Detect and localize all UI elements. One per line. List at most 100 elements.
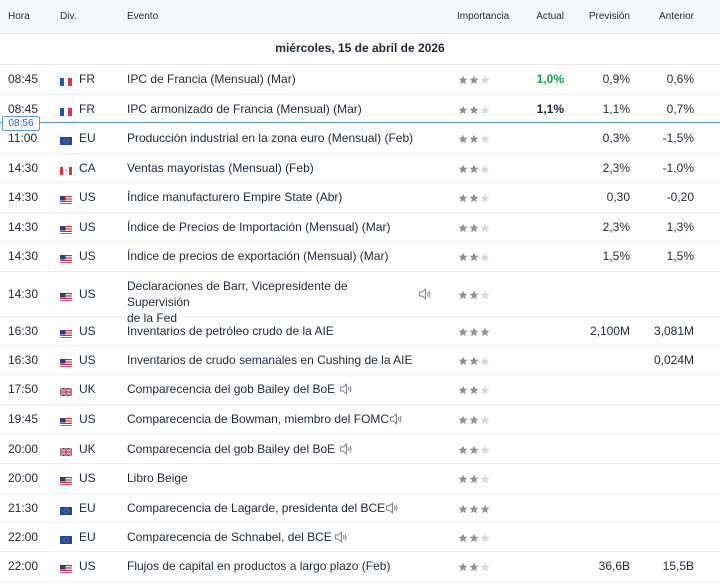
event-time: 20:00 (8, 442, 39, 456)
event-name[interactable]: Inventarios de crudo semanales en Cushin… (127, 353, 413, 367)
event-name[interactable]: Índice manufacturero Empire State (Abr) (127, 190, 343, 204)
star-filled-icon (469, 251, 479, 262)
header-currency[interactable]: Div. (60, 11, 77, 22)
event-row[interactable]: 20:00 UK Comparecencia del gob Bailey del … (0, 434, 720, 464)
event-name[interactable]: Comparecencia de Bowman, miembro del FOM… (127, 412, 390, 426)
event-name[interactable]: IPC armonizado de Francia (Mensual) (Mar… (127, 102, 362, 116)
current-time-badge: 08:56 (2, 116, 40, 131)
event-row[interactable]: 20:00 US Libro Beige (0, 463, 720, 494)
event-row[interactable]: 14:30 CA Ventas mayoristas (Mensual) (Feb)… (0, 153, 720, 183)
star-empty-icon (480, 289, 490, 300)
star-filled-icon (469, 444, 479, 455)
france-flag-icon (60, 105, 72, 116)
event-currency: US (79, 249, 96, 263)
us-flag-icon (60, 356, 72, 367)
header-forecast[interactable]: Previsión (588, 11, 630, 22)
event-row[interactable]: 19:45 US Comparecencia de Bowman, miembro … (0, 404, 720, 435)
event-row[interactable]: 22:00 EU Comparecencia de Schnabel, del BC… (0, 522, 720, 552)
event-currency: UK (79, 382, 96, 396)
star-empty-icon (480, 532, 490, 543)
event-row[interactable]: 14:30 US Índice de Precios de Importación … (0, 212, 720, 242)
event-currency: US (79, 412, 96, 426)
us-flag-icon (60, 223, 72, 234)
event-currency: CA (79, 161, 96, 175)
header-importance[interactable]: Importancia (457, 11, 510, 22)
importance-stars (458, 473, 490, 484)
importance-stars (458, 74, 490, 85)
event-name[interactable]: Comparecencia del gob Bailey del BoE (127, 442, 336, 456)
event-row[interactable]: 17:50 UK Comparecencia del gob Bailey del … (0, 374, 720, 405)
event-name[interactable]: Comparecencia de Lagarde, presidenta del… (127, 501, 386, 515)
event-row[interactable]: 16:30 US Inventarios de petróleo crudo de … (0, 316, 720, 346)
star-filled-icon (458, 532, 468, 543)
event-previous: 0,024M (653, 353, 694, 367)
event-time: 14:30 (8, 161, 39, 175)
event-previous: -0,20 (666, 190, 694, 204)
star-filled-icon (458, 355, 468, 366)
event-row[interactable]: 14:30 US Declaraciones de Barr, Vicepresid… (0, 271, 720, 325)
event-row[interactable]: 11:00 EU Producción industrial en la zona … (0, 123, 720, 154)
event-time: 14:30 (8, 220, 39, 234)
importance-stars (458, 133, 490, 144)
header-previous[interactable]: Anterior (658, 11, 694, 22)
star-filled-icon (469, 289, 479, 300)
event-currency: US (79, 190, 96, 204)
event-previous: 1,5% (666, 249, 694, 263)
star-filled-icon (458, 503, 468, 514)
eu-flag-icon (60, 134, 72, 145)
star-filled-icon (469, 503, 479, 514)
uk-flag-icon (59, 385, 73, 397)
event-name[interactable]: Comparecencia de Schnabel, del BCE (127, 530, 332, 544)
event-time: 11:00 (8, 131, 38, 145)
uk-flag-icon (59, 445, 73, 457)
header-time[interactable]: Hora (8, 11, 30, 22)
star-empty-icon (480, 473, 490, 484)
star-filled-icon (469, 326, 479, 337)
event-name[interactable]: Índice de Precios de Importación (Mensua… (127, 220, 391, 234)
event-currency: EU (79, 131, 96, 145)
us-flag-icon (60, 415, 72, 426)
importance-stars (458, 192, 490, 203)
star-filled-icon (458, 192, 468, 203)
event-name[interactable]: Índice de precios de exportación (Mensua… (127, 249, 389, 263)
event-row[interactable]: 16:30 US Inventarios de crudo semanales en… (0, 345, 720, 375)
importance-stars (458, 222, 490, 233)
event-time: 19:45 (8, 412, 39, 426)
star-filled-icon (469, 414, 479, 425)
event-row[interactable]: 08:45 FR IPC de Francia (Mensual) (Mar) 1,0… (0, 64, 720, 95)
importance-stars (458, 289, 490, 300)
event-row[interactable]: 22:00 US Flujos de capital en productos a … (0, 551, 720, 582)
event-time: 17:50 (8, 382, 39, 396)
event-row[interactable]: 21:30 EU Comparecencia de Lagarde, preside… (0, 493, 720, 523)
event-time: 08:45 (8, 102, 39, 116)
star-empty-icon (480, 74, 490, 85)
date-row: miércoles, 15 de abril de 2026 (0, 33, 720, 65)
event-name[interactable]: Producción industrial en la zona euro (M… (127, 131, 414, 145)
event-name[interactable]: IPC de Francia (Mensual) (Mar) (127, 72, 296, 86)
header-actual[interactable]: Actual (536, 11, 564, 22)
star-empty-icon (480, 222, 490, 233)
event-time: 16:30 (8, 353, 39, 367)
star-empty-icon (480, 444, 490, 455)
event-name[interactable]: Ventas mayoristas (Mensual) (Feb) (127, 161, 314, 175)
event-name[interactable]: Flujos de capital en productos a largo p… (127, 559, 391, 573)
event-currency: EU (79, 501, 96, 515)
event-name[interactable]: Comparecencia del gob Bailey del BoE (127, 382, 336, 396)
speaker-icon (339, 383, 353, 395)
speaker-icon (385, 502, 399, 514)
event-previous: 15,5B (662, 559, 694, 573)
event-row[interactable]: 14:30 US Índice manufacturero Empire State… (0, 182, 720, 213)
importance-stars (458, 444, 490, 455)
event-row[interactable]: 08:45 FR IPC armonizado de Francia (Mensua… (0, 94, 720, 124)
event-time: 22:00 (8, 530, 39, 544)
event-name[interactable]: Declaraciones de Barr, Vicepresidente de… (127, 278, 412, 326)
event-row[interactable]: 14:30 US Índice de precios de exportación … (0, 241, 720, 272)
star-filled-icon (458, 74, 468, 85)
speaker-icon (418, 288, 432, 300)
event-forecast: 2,100M (589, 324, 630, 338)
event-name[interactable]: Inventarios de petróleo crudo de la AIE (127, 324, 334, 338)
header-event[interactable]: Evento (127, 11, 159, 22)
event-name[interactable]: Libro Beige (127, 471, 188, 485)
importance-stars (458, 251, 490, 262)
speaker-icon (339, 443, 353, 455)
